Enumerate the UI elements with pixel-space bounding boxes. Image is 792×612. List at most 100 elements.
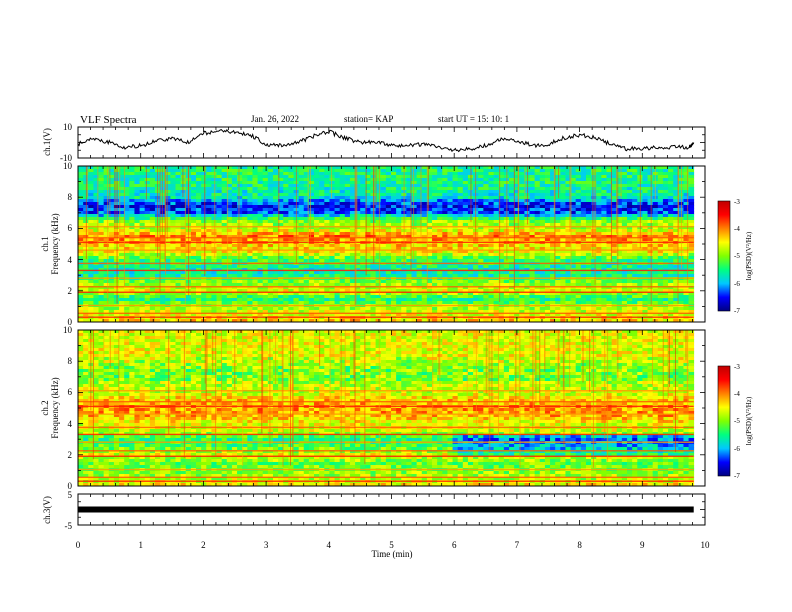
spectrogram-cell: [370, 280, 376, 284]
spectrogram-cell: [201, 232, 207, 236]
spectrogram-cell: [308, 265, 315, 269]
spectrogram-cell: [247, 256, 253, 260]
spectrogram-cell: [514, 274, 520, 278]
spectrogram-cell: [390, 169, 397, 173]
spectrogram-cell: [539, 172, 546, 176]
spectrogram-cell: [519, 184, 525, 188]
spectrogram-cell: [98, 169, 105, 173]
spectrogram-cell: [580, 169, 587, 173]
spectrogram-cell: [237, 232, 243, 236]
spectrogram-cell: [585, 205, 592, 209]
spectrogram-cell: [119, 190, 125, 194]
spectrogram-cell: [488, 235, 495, 239]
spectrogram-cell: [360, 229, 366, 233]
spectrogram-cell: [303, 253, 310, 257]
spectrogram-cell: [534, 244, 541, 248]
spectrogram-cell: [134, 286, 140, 290]
spectrogram-cell: [329, 247, 335, 251]
spectrogram-cell: [278, 274, 284, 278]
spectrogram-cell: [519, 181, 525, 185]
spectrogram-cell: [231, 268, 238, 272]
spectrogram-cell: [349, 286, 356, 290]
spectrogram-cell: [134, 184, 140, 188]
spectrogram-cell: [334, 217, 341, 221]
spectrogram-cell: [360, 217, 366, 221]
spectrogram-cell: [611, 193, 618, 197]
spectrogram-cell: [396, 169, 402, 173]
spectrogram-cell: [421, 202, 428, 206]
spectrogram-cell: [216, 271, 223, 275]
spectrogram-cell: [139, 268, 146, 272]
spectrogram-cell: [334, 253, 341, 257]
spectrogram-cell: [647, 250, 654, 254]
spectrogram-cell: [565, 166, 571, 170]
spectrogram-cell: [632, 214, 638, 218]
spectrogram-cell: [390, 211, 397, 215]
spectrogram-cell: [683, 178, 689, 182]
spectrogram-cell: [550, 235, 556, 239]
spectrogram-cell: [539, 274, 546, 278]
spectrogram-cell: [442, 283, 448, 287]
spectrogram-cell: [344, 223, 351, 227]
spectrogram-cell: [272, 208, 279, 212]
spectrogram-cell: [621, 178, 628, 182]
spectrogram-cell: [339, 184, 346, 188]
spectrogram-cell: [165, 193, 171, 197]
spectrogram-cell: [539, 238, 546, 242]
spectrogram-cell: [411, 208, 418, 212]
spectrogram-cell: [314, 283, 320, 287]
spectrogram-cell: [601, 184, 607, 188]
spectrogram-cell: [180, 205, 187, 209]
spectrogram-cell: [175, 211, 182, 215]
spectrogram-cell: [160, 247, 166, 251]
spectrogram-cell: [365, 166, 371, 170]
spectrogram-cell: [334, 268, 341, 272]
spectrogram-cell: [447, 286, 453, 290]
spectrogram-cell: [447, 208, 453, 212]
spectrogram-cell: [627, 247, 633, 251]
spectrogram-cell: [493, 265, 500, 269]
spectrogram-cell: [447, 172, 453, 176]
spectrogram-cell: [288, 211, 294, 215]
spectrogram-cell: [688, 214, 695, 218]
spectrogram-cell: [452, 208, 459, 212]
spectrogram-cell: [585, 268, 592, 272]
spectrogram-cell: [406, 181, 412, 185]
spectrogram-cell: [303, 232, 310, 236]
spectrogram-cell: [201, 271, 207, 275]
spectrogram-cell: [139, 226, 146, 230]
spectrogram-cell: [585, 190, 592, 194]
spectrogram-cell: [78, 247, 84, 251]
spectrogram-cell: [621, 265, 628, 269]
spectrogram-cell: [231, 283, 238, 287]
spectrogram-cell: [237, 271, 243, 275]
spectrogram-cell: [149, 268, 156, 272]
spectrogram-cell: [668, 238, 674, 242]
spectrogram-cell: [319, 283, 325, 287]
spectrogram-cell: [668, 244, 674, 248]
spectrogram-cell: [211, 265, 217, 269]
spectrogram-cell: [585, 181, 592, 185]
spectrogram-cell: [175, 259, 182, 263]
spectrogram-cell: [139, 172, 146, 176]
spectrogram-cell: [221, 235, 228, 239]
spectrogram-cell: [498, 190, 505, 194]
spectrogram-cell: [78, 217, 84, 221]
spectrogram-cell: [339, 268, 346, 272]
spectrogram-cell: [272, 202, 279, 206]
spectrogram-cell: [344, 208, 351, 212]
spectrogram-cell: [211, 253, 217, 257]
spectrogram-cell: [488, 217, 495, 221]
spectrogram-cell: [560, 202, 566, 206]
spectrogram-cell: [601, 217, 607, 221]
spectrogram-cell: [580, 199, 587, 203]
spectrogram-cell: [637, 268, 643, 272]
spectrogram-cell: [488, 229, 495, 233]
spectrogram-cell: [283, 286, 289, 290]
spectrogram-cell: [652, 217, 659, 221]
spectrogram-cell: [524, 232, 530, 236]
spectrogram-cell: [231, 184, 238, 188]
spectrogram-cell: [201, 196, 207, 200]
spectrogram-cell: [103, 247, 110, 251]
spectrogram-cell: [632, 238, 638, 242]
